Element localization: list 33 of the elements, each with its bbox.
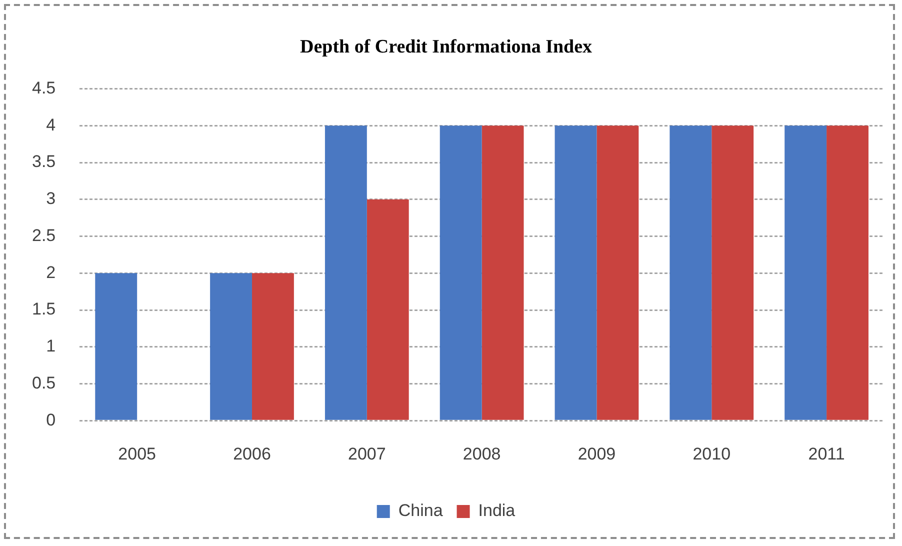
- x-tick-label: 2009: [578, 444, 616, 464]
- y-tick-label: 3: [46, 189, 56, 208]
- x-tick-label: 2006: [233, 444, 271, 464]
- legend-label: China: [398, 501, 444, 520]
- y-tick-label: 0.5: [32, 373, 56, 392]
- y-tick-label: 3.5: [32, 152, 56, 172]
- bar: [784, 126, 827, 420]
- x-tick-label: 2011: [808, 444, 845, 464]
- y-tick-label: 4: [46, 115, 56, 134]
- bar: [596, 126, 639, 420]
- bar: [366, 199, 409, 420]
- y-tick-label: 2.5: [32, 226, 56, 245]
- bar: [670, 126, 712, 420]
- bar: [554, 126, 597, 420]
- bar: [95, 273, 138, 420]
- y-tick-label: 2: [46, 262, 56, 282]
- bar: [252, 273, 294, 420]
- x-tick-label: 2007: [348, 444, 386, 464]
- bar: [210, 273, 252, 420]
- x-tick-label: 2008: [462, 444, 501, 464]
- x-tick-label: 2010: [692, 444, 731, 464]
- chart-title: Depth of Credit Informationa Index: [300, 36, 593, 58]
- y-tick-label: 1.5: [32, 300, 56, 319]
- bar: [324, 126, 367, 420]
- y-tick-label: 4.5: [32, 78, 56, 98]
- legend-label: India: [478, 501, 516, 520]
- x-tick-label: 2005: [118, 444, 156, 464]
- y-tick-label: 0: [46, 410, 56, 430]
- bar: [440, 126, 482, 420]
- y-tick-label: 1: [46, 336, 56, 356]
- bar: [482, 126, 524, 420]
- bar: [712, 126, 754, 420]
- bar: [826, 126, 868, 420]
